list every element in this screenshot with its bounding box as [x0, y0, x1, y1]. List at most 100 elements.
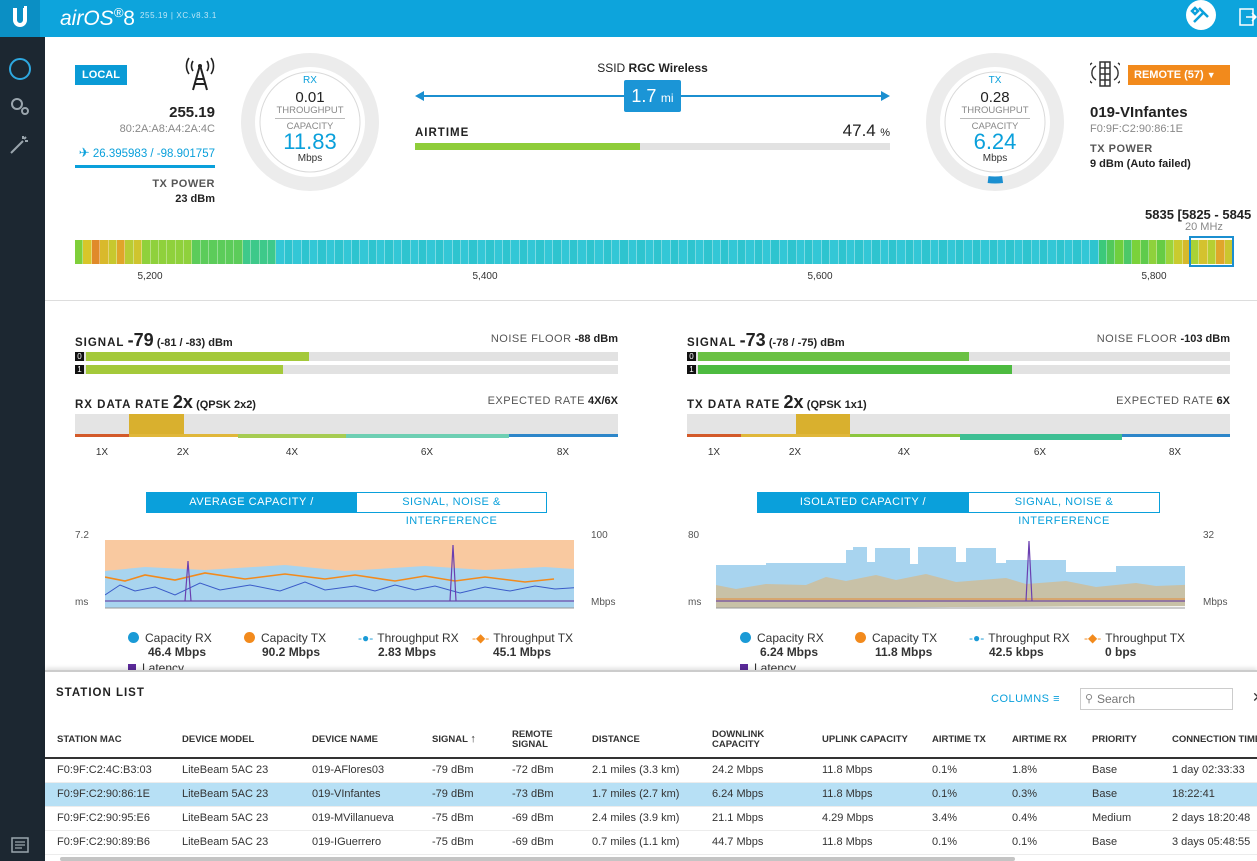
spectrum-cell [1031, 240, 1040, 264]
left-legend-capacity-tx[interactable]: Capacity TX 90.2 Mbps [244, 631, 326, 659]
right-rate-value: 2x [783, 392, 804, 412]
logout-button[interactable] [1238, 6, 1257, 28]
selected-channel-box[interactable] [1189, 236, 1234, 267]
table-row[interactable]: F0:9F:C2:90:86:1E LiteBeam 5AC 23 019-VInf… [45, 782, 1257, 807]
spectrum-cell [528, 240, 537, 264]
spectrum-cell [914, 240, 923, 264]
legend-dot-icon [128, 632, 139, 643]
station-table-body: F0:9F:C2:4C:B3:03 LiteBeam 5AC 23 019-AFlo… [45, 758, 1257, 855]
right-tab-signal-noise[interactable]: SIGNAL, NOISE & INTERFERENCE [968, 492, 1160, 527]
spectrum-cell [251, 240, 260, 264]
legend-value: 0 bps [1105, 645, 1137, 659]
close-icon[interactable]: ✕ [1252, 689, 1257, 706]
col-signal[interactable]: SIGNAL ↑ [420, 722, 500, 759]
section-divider [45, 300, 1257, 301]
settings-icon[interactable] [9, 95, 31, 117]
spectrum-cell [1023, 240, 1032, 264]
spectrum-cell [477, 240, 487, 264]
table-row[interactable]: F0:9F:C2:90:89:B6 LiteBeam 5AC 23 019-IGue… [45, 830, 1257, 855]
spectrum-cell [804, 240, 814, 264]
left-rate-marker [129, 414, 184, 436]
table-row[interactable]: F0:9F:C2:90:95:E6 LiteBeam 5AC 23 019-MVil… [45, 806, 1257, 831]
airtime-unit: % [880, 127, 890, 139]
columns-button[interactable]: COLUMNS ≡ [991, 693, 1060, 705]
rx-unit: Mbps [297, 153, 323, 164]
right-legend-throughput-rx[interactable]: -●- Throughput RX 42.5 kbps [969, 631, 1070, 659]
legend-name: Capacity TX [261, 631, 327, 645]
right-rate-seg-8x [1122, 434, 1230, 437]
col-connection-time[interactable]: CONNECTION TIME [1160, 722, 1257, 759]
spectrum-cell [721, 240, 730, 264]
left-chain0-label: 0 [75, 352, 84, 361]
right-chain0-bar: 0 [687, 352, 1230, 361]
left-legend-capacity-rx[interactable]: Capacity RX 46.4 Mbps [128, 631, 212, 659]
left-rate-tick-8x: 8X [556, 447, 570, 458]
col-airtime-tx[interactable]: AIRTIME TX [920, 722, 1000, 759]
spectrum-cell [1090, 240, 1099, 264]
spectrum-cell [318, 240, 327, 264]
tools-wand-icon[interactable] [9, 133, 31, 155]
left-legend-throughput-rx[interactable]: -●- Throughput RX 2.83 Mbps [358, 631, 459, 659]
col-priority[interactable]: PRIORITY [1080, 722, 1160, 759]
col-uplink-capacity[interactable]: UPLINK CAPACITY [810, 722, 920, 759]
tools-button[interactable] [1186, 0, 1216, 30]
horizontal-scrollbar[interactable] [60, 857, 1015, 861]
spectrum-cell [838, 240, 847, 264]
search-box[interactable]: ⚲ [1080, 688, 1233, 710]
spectrum-cell [536, 240, 545, 264]
table-cell: 0.7 miles (1.1 km) [580, 830, 700, 855]
legend-name: Throughput TX [1105, 631, 1186, 645]
right-rate-tick-1x: 1X [707, 447, 721, 458]
spectrum-cell [435, 240, 445, 264]
ubiquiti-logo-icon[interactable] [0, 0, 40, 37]
dashboard-icon[interactable] [9, 58, 31, 80]
spectrum-cell [419, 240, 428, 264]
airtime-value: 47.4 [842, 121, 876, 140]
table-cell: LiteBeam 5AC 23 [170, 782, 300, 807]
log-icon[interactable] [11, 837, 29, 853]
col-distance[interactable]: DISTANCE [580, 722, 700, 759]
spectrum-cell [133, 240, 143, 264]
right-legend-capacity-rx[interactable]: Capacity RX 6.24 Mbps [740, 631, 824, 659]
col-downlink-capacity[interactable]: DOWNLINK CAPACITY [700, 722, 810, 759]
spectrum-bar[interactable] [75, 240, 1233, 264]
table-cell: -72 dBm [500, 758, 580, 783]
left-rate-tick-4x: 4X [285, 447, 299, 458]
spectrum-cell [1048, 240, 1057, 264]
right-rate-marker [796, 414, 850, 436]
remote-badge[interactable]: REMOTE (57) ▼ [1128, 65, 1230, 85]
table-cell: 019-VInfantes [300, 782, 420, 807]
col-station-mac[interactable]: STATION MAC [45, 722, 170, 759]
right-y-right-unit: Mbps [1203, 597, 1228, 608]
spectrum-cell [1115, 240, 1124, 264]
spectrum-cell [653, 240, 663, 264]
spectrum-cell [1006, 240, 1015, 264]
spectrum-cell [1207, 240, 1217, 264]
spectrum-cell [679, 240, 688, 264]
spectrum-cell [712, 240, 722, 264]
col-remote-signal[interactable]: REMOTE SIGNAL [500, 722, 580, 759]
legend-dot-icon [855, 632, 866, 643]
left-tab-signal-noise[interactable]: SIGNAL, NOISE & INTERFERENCE [356, 492, 547, 527]
right-signal-label: SIGNAL [687, 337, 737, 349]
right-tab-isolated-capacity[interactable]: ISOLATED CAPACITY / THROUGHPUT [757, 492, 969, 527]
col-device-model[interactable]: DEVICE MODEL [170, 722, 300, 759]
spectrum-cell [578, 240, 587, 264]
right-legend-capacity-tx[interactable]: Capacity TX 11.8 Mbps [855, 631, 937, 659]
rx-label: RX [303, 75, 317, 86]
legend-name: Throughput TX [493, 631, 574, 645]
left-legend-throughput-tx[interactable]: -◆- Throughput TX 45.1 Mbps [472, 631, 573, 659]
ssid-line: SSID RGC Wireless [415, 61, 890, 75]
spectrum-cell [293, 240, 302, 264]
local-coords-link[interactable]: ✈ 26.395983 / -98.901757 [75, 145, 215, 168]
search-input[interactable] [1097, 691, 1229, 707]
remote-tx-power: 9 dBm (Auto failed) [1090, 158, 1191, 170]
right-legend-throughput-tx[interactable]: -◆- Throughput TX 0 bps [1084, 631, 1185, 659]
left-tab-average-capacity[interactable]: AVERAGE CAPACITY / THROUGHPUT [146, 492, 357, 527]
table-row[interactable]: F0:9F:C2:4C:B3:03 LiteBeam 5AC 23 019-AFlo… [45, 758, 1257, 783]
spectrum-cell [1039, 240, 1049, 264]
spectrum-cell [1056, 240, 1066, 264]
col-airtime-rx[interactable]: AIRTIME RX [1000, 722, 1080, 759]
left-y-left-unit: ms [75, 597, 89, 608]
col-device-name[interactable]: DEVICE NAME [300, 722, 420, 759]
